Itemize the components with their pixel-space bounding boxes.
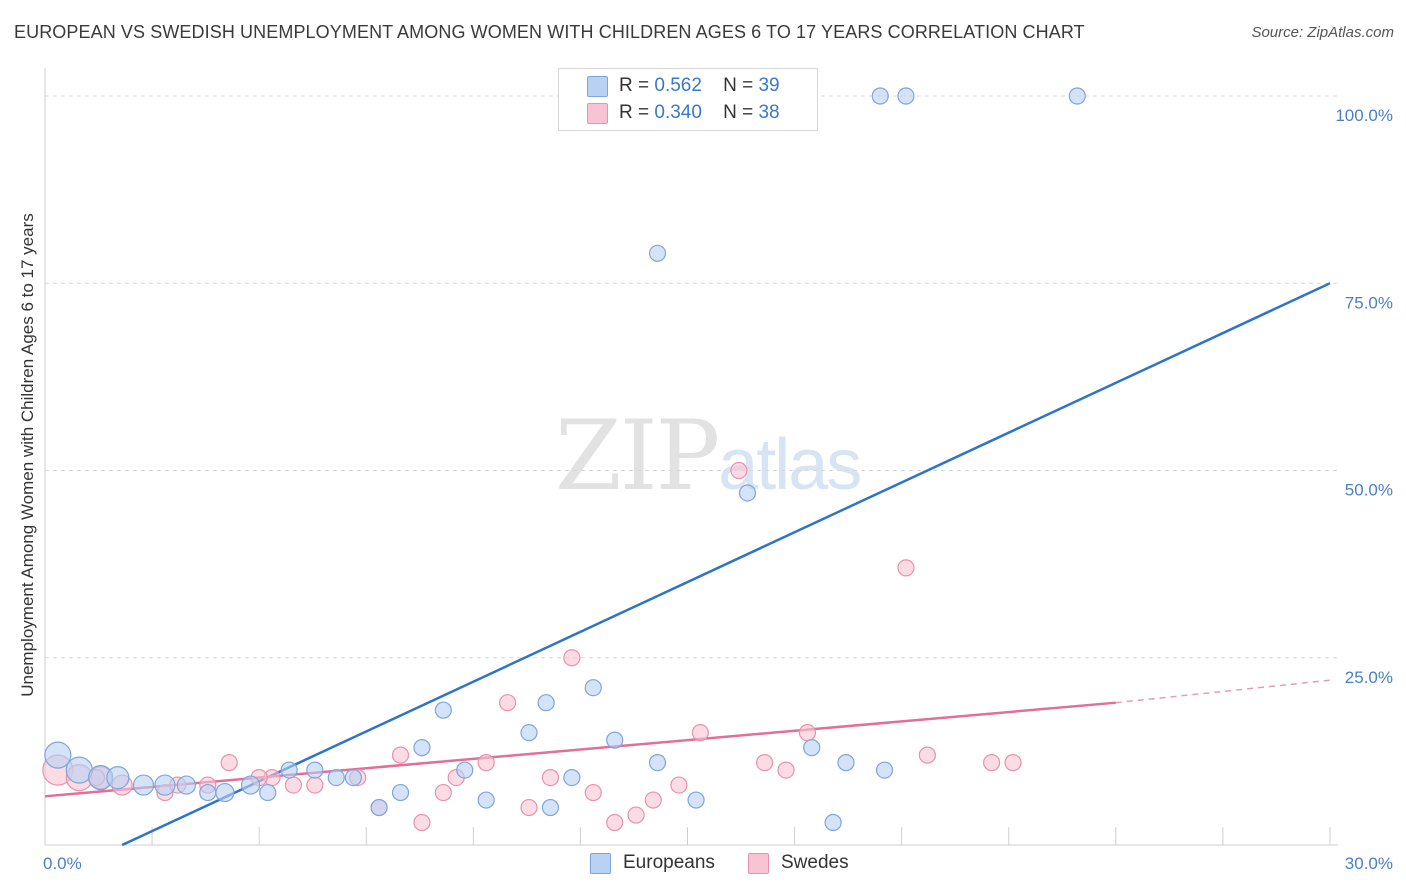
point-swedes	[1004, 754, 1022, 772]
point-europeans	[897, 87, 915, 105]
point-europeans	[1068, 87, 1086, 105]
point-europeans	[391, 783, 410, 802]
point-swedes	[584, 783, 602, 802]
point-europeans	[106, 765, 130, 790]
point-swedes	[520, 798, 538, 817]
point-swedes	[897, 559, 915, 577]
point-europeans	[370, 798, 388, 817]
legend-swatch-swedes	[587, 102, 608, 124]
legend-r-value: 0.340	[654, 102, 702, 123]
legend-n-label: N =	[723, 75, 754, 96]
point-europeans	[259, 783, 277, 802]
point-swedes	[918, 746, 936, 764]
point-swedes	[777, 761, 795, 779]
point-europeans	[154, 774, 176, 796]
legend-n-label: N =	[723, 102, 754, 123]
point-europeans	[584, 679, 602, 697]
point-europeans	[241, 775, 261, 795]
x-tick-label: 30.0%	[1345, 854, 1393, 873]
legend-text-europeans: R = 0.562 N = 39	[619, 75, 780, 97]
point-europeans	[477, 791, 495, 809]
tick-labels: 25.0% 50.0% 75.0% 100.0% 0.0% 30.0%	[43, 106, 1393, 873]
legend-text-swedes: R = 0.340 N = 38	[619, 102, 780, 124]
point-europeans	[280, 761, 298, 779]
point-swedes	[284, 776, 303, 794]
point-swedes	[391, 746, 410, 764]
point-swedes	[220, 754, 238, 772]
legend-r-label: R =	[619, 102, 650, 123]
point-europeans	[687, 791, 705, 809]
point-europeans	[344, 768, 362, 787]
point-swedes	[627, 806, 645, 824]
point-swedes	[541, 768, 560, 787]
legend-n-value: 39	[758, 75, 780, 96]
source-label: Source: ZipAtlas.com	[1251, 24, 1394, 41]
trend-line-europeans	[121, 282, 1331, 847]
legend-swatch-europeans	[587, 75, 608, 97]
point-europeans	[606, 731, 624, 749]
point-europeans	[563, 768, 581, 787]
point-swedes	[670, 776, 688, 794]
point-europeans	[327, 768, 345, 787]
point-swedes	[644, 791, 662, 809]
point-europeans	[132, 774, 155, 796]
legend-r-value: 0.562	[654, 75, 702, 96]
point-swedes	[306, 776, 324, 794]
point-swedes	[606, 813, 624, 832]
point-europeans	[537, 694, 555, 712]
trend-line-swedes-extension	[1115, 679, 1331, 704]
point-europeans	[306, 761, 324, 779]
axes	[44, 68, 1338, 846]
series-legend-europeans: Europeans	[590, 852, 715, 874]
trend-lines	[44, 282, 1331, 847]
series-legend-swedes: Swedes	[748, 852, 849, 874]
y-tick-label: 75.0%	[1345, 293, 1393, 312]
point-europeans	[434, 701, 452, 719]
watermark: ZIPatlas	[555, 400, 862, 512]
y-tick-label: 50.0%	[1345, 481, 1393, 500]
point-swedes	[434, 783, 452, 802]
series-swatch-europeans	[590, 852, 611, 874]
point-swedes	[983, 754, 1001, 772]
y-tick-label: 25.0%	[1345, 668, 1393, 687]
series-swatch-swedes	[748, 852, 769, 874]
point-europeans	[738, 484, 757, 502]
correlation-legend: R = 0.562 N = 39 R = 0.340 N = 38	[558, 68, 818, 131]
point-europeans	[875, 761, 894, 779]
point-europeans	[541, 798, 560, 817]
point-europeans	[199, 783, 217, 802]
point-europeans	[648, 244, 667, 262]
point-europeans	[520, 724, 538, 742]
point-europeans	[871, 87, 889, 105]
point-swedes	[730, 461, 748, 480]
point-europeans	[648, 754, 667, 772]
point-swedes	[798, 724, 817, 742]
point-swedes	[499, 694, 517, 712]
point-swedes	[691, 724, 709, 742]
x-tick-label: 0.0%	[43, 854, 82, 873]
point-europeans	[44, 741, 72, 769]
point-swedes	[477, 754, 495, 772]
point-europeans	[176, 775, 196, 795]
chart-title: EUROPEAN VS SWEDISH UNEMPLOYMENT AMONG W…	[14, 22, 1085, 42]
point-europeans	[837, 754, 855, 772]
series-label-europeans: Europeans	[623, 852, 715, 873]
point-swedes	[413, 813, 431, 832]
point-europeans	[413, 739, 431, 757]
point-swedes	[755, 754, 774, 772]
watermark-zip: ZIP	[555, 400, 720, 512]
y-tick-label: 100.0%	[1335, 106, 1393, 125]
legend-n-value: 38	[758, 102, 780, 123]
point-europeans	[215, 782, 235, 803]
point-europeans	[824, 813, 842, 832]
trend-line-swedes	[44, 701, 1116, 798]
legend-r-label: R =	[619, 75, 650, 96]
series-label-swedes: Swedes	[781, 852, 849, 873]
point-europeans	[803, 739, 821, 757]
grid-lines	[45, 95, 1338, 659]
point-europeans	[456, 761, 474, 779]
point-swedes	[563, 649, 581, 667]
